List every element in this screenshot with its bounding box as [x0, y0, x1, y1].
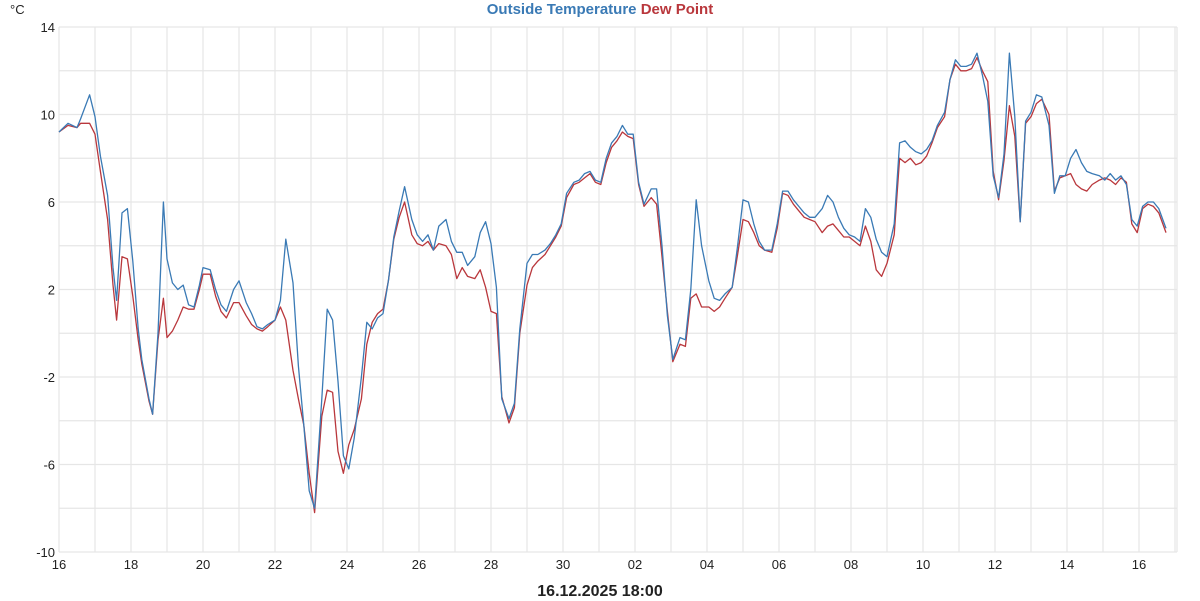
x-tick-label: 28 — [484, 557, 498, 572]
outside-temperature-line — [58, 52, 1167, 509]
x-tick-label: 24 — [340, 557, 354, 572]
y-axis: -10 -6 -2 2 6 10 14 — [36, 20, 55, 560]
legend-outside-temperature[interactable]: Outside Temperature — [486, 1, 637, 18]
x-tick-label: 18 — [124, 557, 138, 572]
current-timestamp: 16.12.2025 18:00 — [537, 583, 663, 600]
y-tick-label: -6 — [43, 458, 55, 473]
x-tick-label: 02 — [628, 557, 642, 572]
y-tick-label: 10 — [41, 108, 55, 123]
y-tick-label: -10 — [36, 545, 55, 560]
x-tick-label: 22 — [268, 557, 282, 572]
x-tick-label: 12 — [988, 557, 1002, 572]
y-tick-label: 14 — [41, 20, 55, 35]
x-tick-label: 16 — [1132, 557, 1146, 572]
y-tick-label: -2 — [43, 370, 55, 385]
x-tick-label: 14 — [1060, 557, 1074, 572]
y-axis-unit-label: °C — [10, 2, 25, 17]
x-tick-label: 16 — [52, 557, 66, 572]
chart-grid — [58, 26, 1178, 553]
x-tick-label: 30 — [556, 557, 570, 572]
legend-dew-point[interactable]: Dew Point — [640, 1, 714, 18]
x-tick-label: 08 — [844, 557, 858, 572]
x-tick-label: 20 — [196, 557, 210, 572]
x-axis: 16 18 20 22 24 26 28 30 02 04 06 08 10 12 14 16 — [52, 557, 1146, 572]
x-tick-label: 26 — [412, 557, 426, 572]
chart-series — [58, 52, 1167, 514]
x-tick-label: 06 — [772, 557, 786, 572]
y-tick-label: 6 — [48, 195, 55, 210]
chart-legend-title: Outside Temperature Dew Point — [0, 0, 1200, 19]
y-tick-label: 2 — [48, 283, 55, 298]
dew-point-line — [58, 56, 1167, 514]
x-tick-label: 10 — [916, 557, 930, 572]
x-tick-label: 04 — [700, 557, 714, 572]
